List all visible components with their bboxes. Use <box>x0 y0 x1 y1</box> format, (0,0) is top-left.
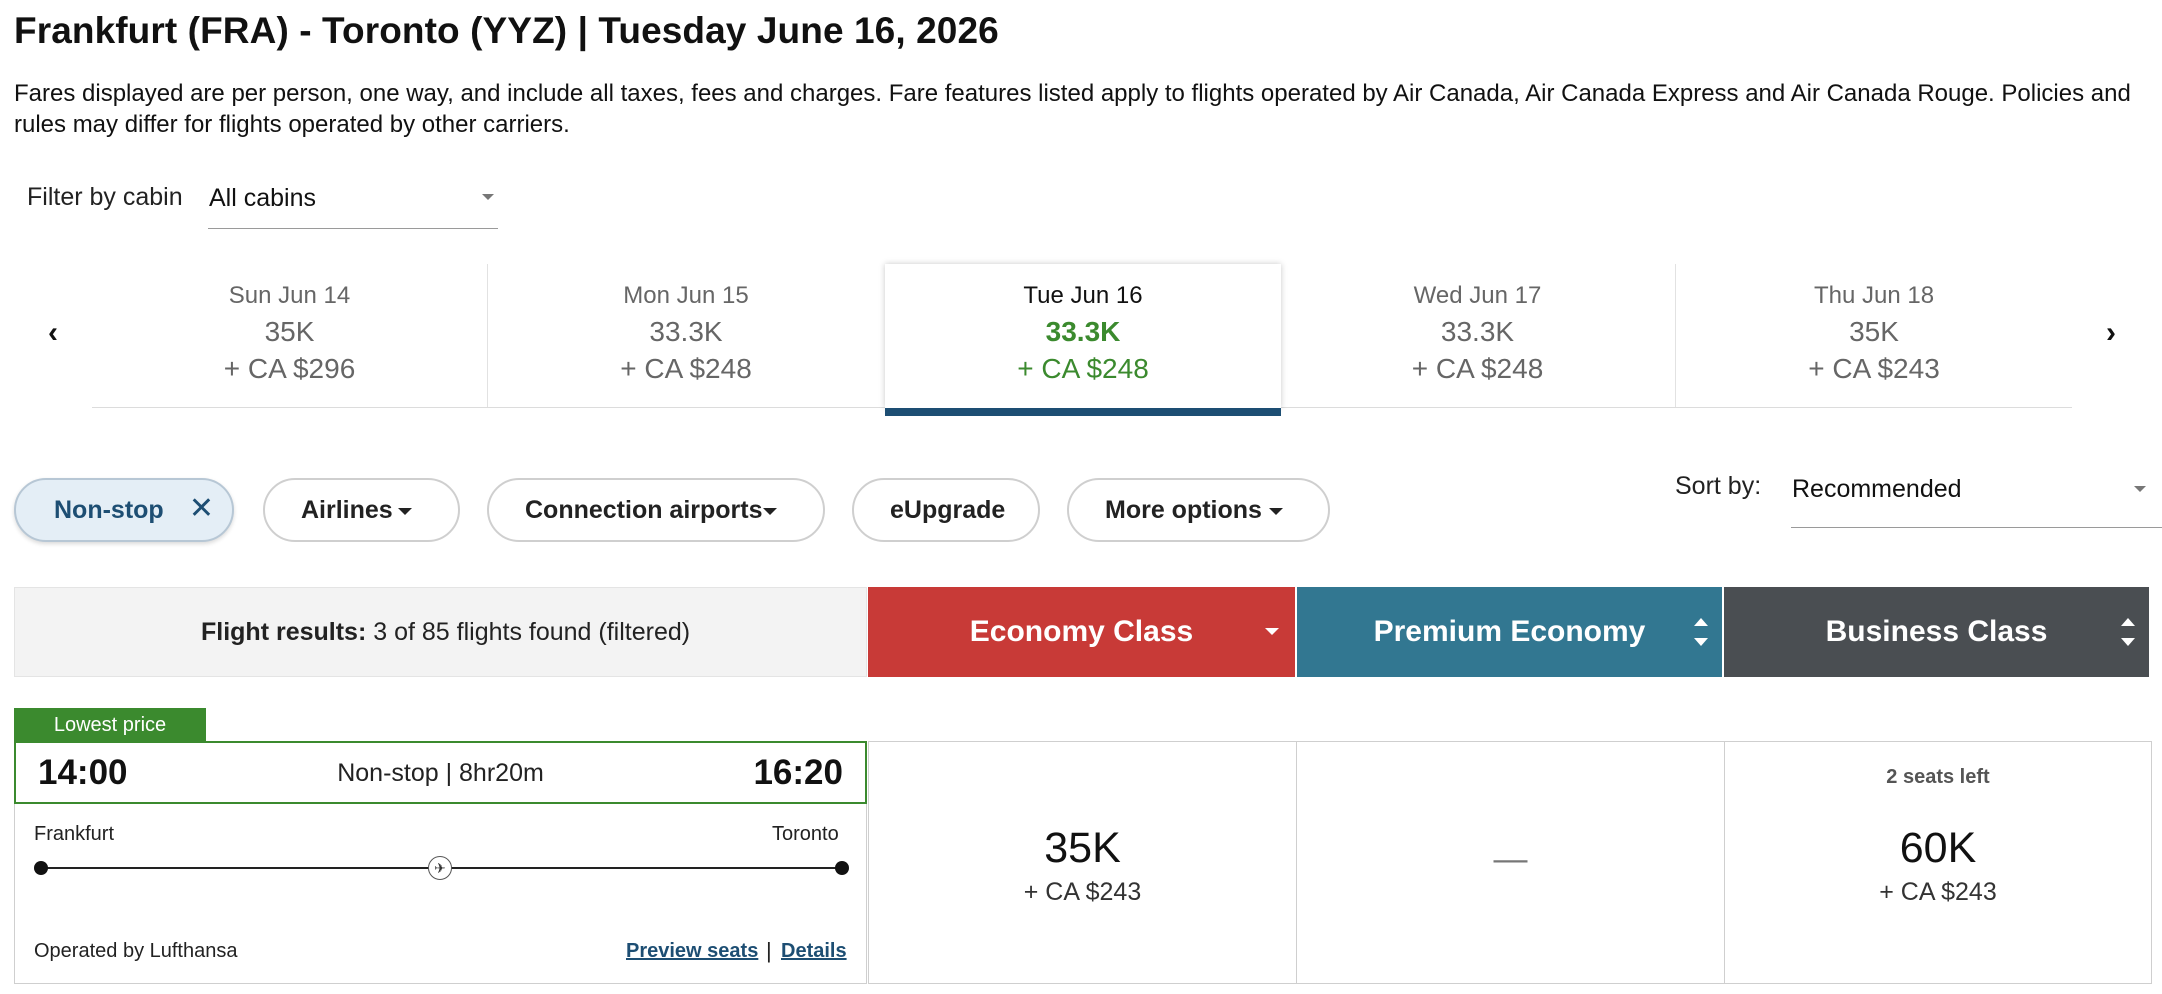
flight-duration: Non-stop | 8hr20m <box>337 759 544 787</box>
date-label: Wed Jun 17 <box>1413 282 1542 309</box>
date-points: 33.3K <box>1045 316 1121 347</box>
economy-fare-points: 35K <box>1044 824 1121 872</box>
next-dates-arrow-icon[interactable]: › <box>2106 316 2116 349</box>
cabin-filter-select[interactable]: All cabins <box>208 176 498 229</box>
date-points: 33.3K <box>649 316 723 347</box>
sort-label: Sort by: <box>1675 472 1762 500</box>
date-label: Tue Jun 16 <box>1023 282 1143 309</box>
date-points: 35K <box>1849 316 1899 347</box>
sort-icon <box>1694 618 1708 646</box>
date-option-jun-17[interactable]: Wed Jun 17 33.3K + CA $248 <box>1280 264 1676 407</box>
prev-dates-arrow-icon[interactable]: ‹ <box>48 316 58 349</box>
nonstop-chip-label: Non-stop <box>54 496 164 524</box>
nonstop-filter-chip[interactable]: Non-stop ✕ <box>14 478 234 542</box>
sort-down-icon <box>1265 628 1279 635</box>
date-option-jun-16-selected[interactable]: Tue Jun 16 33.3K + CA $248 <box>885 264 1281 416</box>
business-fare-points: 60K <box>1899 824 1977 872</box>
economy-class-header[interactable]: Economy Class <box>868 587 1295 677</box>
sort-select[interactable]: Recommended <box>1791 466 2162 528</box>
results-label: Flight results: <box>201 618 367 646</box>
connection-chip-label: Connection airports <box>525 496 763 524</box>
origin-dot <box>34 861 48 875</box>
date-cash: + CA $248 <box>620 353 752 384</box>
caret-down-icon <box>763 508 777 515</box>
origin-city: Frankfurt <box>34 823 115 845</box>
business-class-header[interactable]: Business Class <box>1724 587 2149 677</box>
date-points: 33.3K <box>1440 316 1515 347</box>
connection-airports-filter-button[interactable]: Connection airports <box>487 478 825 542</box>
fare-disclaimer: Fares displayed are per person, one way,… <box>14 80 2131 138</box>
arrival-time: 16:20 <box>753 753 843 792</box>
destination-city: Toronto <box>772 823 839 845</box>
date-cash: + CA $243 <box>1808 353 1940 384</box>
sort-icon <box>2121 618 2135 646</box>
chevron-down-icon <box>482 194 494 200</box>
chevron-down-icon <box>2134 486 2146 492</box>
date-cash: + CA $248 <box>1017 353 1149 384</box>
economy-class-label: Economy Class <box>969 615 1194 648</box>
airlines-chip-label: Airlines <box>301 496 393 524</box>
premium-economy-fare-cell: — <box>1296 741 1725 984</box>
results-text: Flight results: 3 of 85 flights found (f… <box>201 618 690 647</box>
destination-dot <box>835 861 849 875</box>
business-fare-cell[interactable]: 2 seats left 60K + CA $243 <box>1724 741 2152 984</box>
results-summary: Flight results: 3 of 85 flights found (f… <box>14 587 867 677</box>
economy-fare-cell[interactable]: 35K + CA $243 <box>868 741 1297 984</box>
more-options-label: More options <box>1105 496 1262 524</box>
flight-summary-row[interactable]: 14:00 Non-stop | 8hr20m 16:20 <box>14 741 867 804</box>
close-icon[interactable]: ✕ <box>188 492 214 525</box>
premium-economy-header[interactable]: Premium Economy <box>1297 587 1722 677</box>
date-cash: + CA $296 <box>223 353 356 384</box>
date-points: 35K <box>264 316 315 347</box>
date-carousel: Sun Jun 14 35K + CA $296 Mon Jun 15 33.3… <box>92 264 2072 416</box>
date-option-jun-14[interactable]: Sun Jun 14 35K + CA $296 <box>92 264 488 407</box>
premium-economy-label: Premium Economy <box>1373 615 1646 648</box>
cabin-filter-value: All cabins <box>209 184 316 212</box>
eupgrade-chip-label: eUpgrade <box>890 496 1006 524</box>
date-option-jun-15[interactable]: Mon Jun 15 33.3K + CA $248 <box>488 264 884 407</box>
airplane-icon: ✈ <box>428 856 452 880</box>
eupgrade-filter-button[interactable]: eUpgrade <box>852 478 1040 542</box>
date-label: Mon Jun 15 <box>623 282 749 309</box>
sort-value: Recommended <box>1792 475 1962 503</box>
lowest-price-badge: Lowest price <box>14 708 206 742</box>
airlines-filter-button[interactable]: Airlines <box>263 478 460 542</box>
date-option-jun-18[interactable]: Thu Jun 18 35K + CA $243 <box>1676 264 2072 407</box>
business-fare-cash: + CA $243 <box>1879 878 1997 906</box>
business-class-label: Business Class <box>1825 615 2048 648</box>
details-link[interactable]: Details <box>781 940 847 962</box>
results-count: 3 of 85 flights found (filtered) <box>373 618 691 646</box>
seats-left-notice: 2 seats left <box>1886 766 1990 788</box>
more-options-button[interactable]: More options <box>1067 478 1330 542</box>
operated-by: Operated by Lufthansa <box>34 940 238 962</box>
preview-seats-link[interactable]: Preview seats <box>626 940 759 962</box>
selected-date-indicator <box>885 408 1281 416</box>
departure-time: 14:00 <box>38 753 128 792</box>
date-label: Thu Jun 18 <box>1813 282 1935 309</box>
date-label: Sun Jun 14 <box>228 282 351 309</box>
cabin-filter-label: Filter by cabin <box>27 183 183 211</box>
page-title: Frankfurt (FRA) - Toronto (YYZ) | Tuesda… <box>14 10 999 51</box>
date-cash: + CA $248 <box>1411 353 1544 384</box>
caret-down-icon <box>1269 508 1283 515</box>
fare-unavailable: — <box>1493 840 1528 878</box>
link-separator: | <box>766 938 772 963</box>
economy-fare-cash: + CA $243 <box>1023 878 1142 906</box>
caret-down-icon <box>398 508 412 515</box>
